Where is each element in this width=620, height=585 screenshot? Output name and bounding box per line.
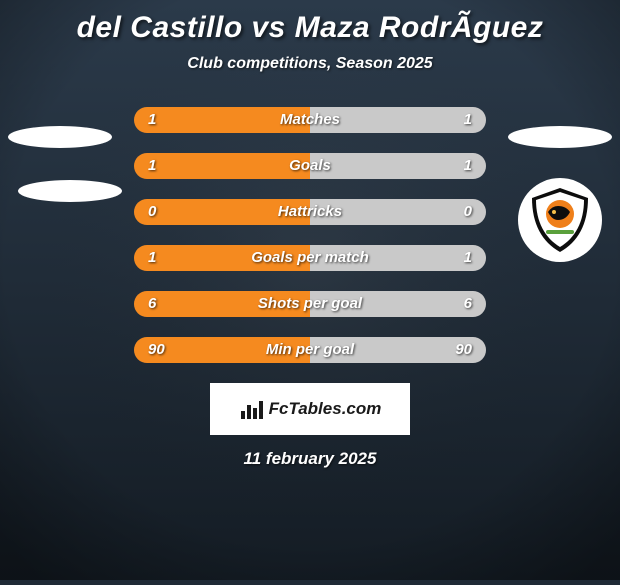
stat-bar-left: [134, 245, 310, 271]
stat-value-right: 1: [464, 107, 472, 133]
page-title: del Castillo vs Maza RodrÃ­guez: [0, 0, 620, 45]
subtitle-text: Club competitions, Season 2025: [187, 55, 432, 72]
stat-bar-right: [310, 199, 486, 225]
stat-bar-left: [134, 153, 310, 179]
stat-bar-left: [134, 107, 310, 133]
stat-row: Goals per match11: [0, 245, 620, 271]
stat-bar-track: [134, 153, 486, 179]
title-text: del Castillo vs Maza RodrÃ­guez: [77, 11, 544, 44]
stat-value-left: 1: [148, 107, 156, 133]
stat-row: Goals11: [0, 153, 620, 179]
date-label: 11 february 2025: [0, 449, 620, 469]
stat-row: Min per goal9090: [0, 337, 620, 363]
stat-value-right: 6: [464, 291, 472, 317]
stat-value-left: 90: [148, 337, 165, 363]
stat-bar-track: [134, 291, 486, 317]
stat-bar-track: [134, 337, 486, 363]
watermark-text: FcTables.com: [269, 399, 382, 419]
stat-value-right: 1: [464, 153, 472, 179]
stat-value-left: 1: [148, 245, 156, 271]
stat-bar-left: [134, 199, 310, 225]
stat-value-right: 0: [464, 199, 472, 225]
stat-value-right: 1: [464, 245, 472, 271]
stat-row: Matches11: [0, 107, 620, 133]
bars-icon: [239, 397, 263, 421]
stat-bar-right: [310, 291, 486, 317]
stat-bar-right: [310, 153, 486, 179]
stat-bar-track: [134, 245, 486, 271]
watermark: FcTables.com: [210, 383, 410, 435]
stat-bar-right: [310, 245, 486, 271]
stat-value-left: 1: [148, 153, 156, 179]
stat-value-left: 6: [148, 291, 156, 317]
stat-bar-left: [134, 291, 310, 317]
stat-bar-right: [310, 107, 486, 133]
subtitle: Club competitions, Season 2025: [0, 55, 620, 73]
date-text: 11 february 2025: [244, 449, 377, 468]
stat-row: Shots per goal66: [0, 291, 620, 317]
stat-value-left: 0: [148, 199, 156, 225]
stat-row: Hattricks00: [0, 199, 620, 225]
stat-value-right: 90: [455, 337, 472, 363]
stat-bar-track: [134, 107, 486, 133]
stats-list: Matches11Goals11Hattricks00Goals per mat…: [0, 107, 620, 363]
stat-bar-track: [134, 199, 486, 225]
